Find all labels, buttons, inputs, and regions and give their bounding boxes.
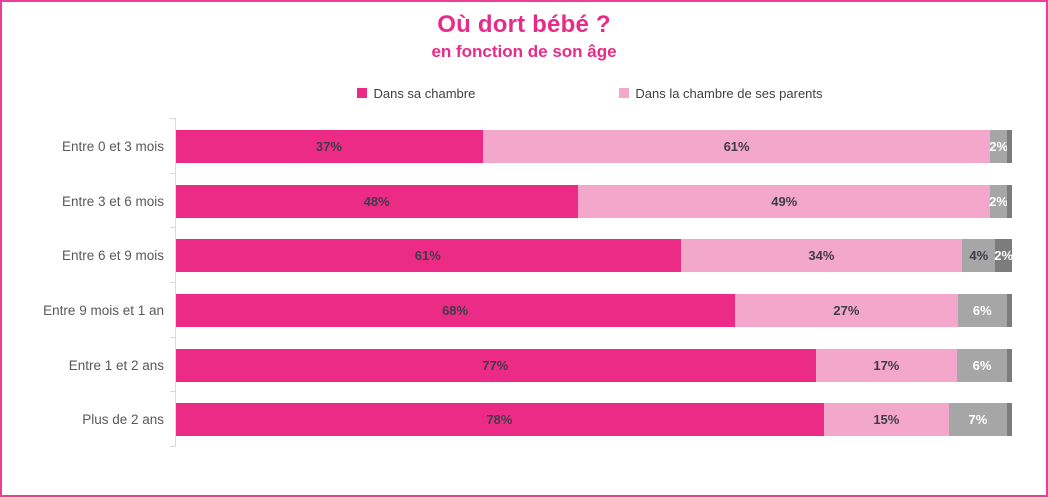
chart-row: Entre 9 mois et 1 an 68% 27% 6%	[2, 283, 1012, 338]
chart-title: Où dort bébé ?	[437, 11, 611, 38]
plot-area: Entre 0 et 3 mois 37% 61% 2% Entre 3 et 6 mo…	[2, 118, 1014, 447]
category-label: Plus de 2 ans	[82, 412, 164, 428]
chart-row: Entre 3 et 6 mois 48% 49% 2%	[2, 174, 1012, 229]
bar-segment: 2%	[994, 239, 1014, 273]
bar-segment: 68%	[175, 293, 736, 327]
bar-segment: 27%	[735, 293, 958, 327]
axis-tick	[170, 282, 175, 283]
legend-label: Dans sa chambre	[373, 85, 476, 101]
bar-track: 68% 27% 6%	[175, 293, 1012, 327]
bar-track: 48% 49% 2%	[175, 184, 1012, 218]
chart-row: Plus de 2 ans 78% 15% 7%	[2, 392, 1012, 447]
y-axis-line	[175, 118, 176, 447]
chart-subtitle: en fonction de son âge	[431, 42, 617, 61]
category-label: Entre 9 mois et 1 an	[43, 302, 164, 318]
bar-segment: 48%	[175, 184, 579, 218]
bar-segment-label: 34%	[808, 248, 835, 264]
axis-tick	[170, 118, 175, 119]
axis-tick	[170, 446, 175, 447]
bar-segment: 37%	[175, 129, 483, 163]
bar-track: 61% 34% 4% 2%	[175, 239, 1014, 273]
bar-track: 77% 17% 6%	[175, 348, 1012, 382]
bar-segment: 77%	[175, 348, 816, 382]
bar-segment-label: 37%	[315, 138, 342, 154]
bar-segment-label: 6%	[972, 357, 992, 373]
bar-segment: 7%	[948, 403, 1007, 437]
bar-segment-label: 27%	[833, 302, 860, 318]
legend: Dans sa chambre Dans la chambre de ses pa…	[68, 84, 1046, 102]
bar-track: 37% 61% 2%	[175, 129, 1012, 163]
axis-tick	[170, 227, 175, 229]
bar-segment-label: 61%	[723, 138, 750, 154]
bar-segment-label: 7%	[968, 412, 988, 428]
bar-segment-label: 2%	[989, 138, 1009, 154]
bar-segment-label: 6%	[972, 302, 992, 318]
bar-segment	[1006, 403, 1012, 437]
legend-item: Dans la chambre de ses parents	[619, 85, 823, 101]
bar-segment-label: 61%	[414, 248, 441, 264]
axis-tick	[170, 336, 175, 338]
bar-segment: 6%	[957, 293, 1008, 327]
legend-swatch-icon	[619, 88, 630, 98]
bar-segment	[1006, 184, 1012, 218]
bar-segment: 61%	[482, 129, 991, 163]
bar-segment: 49%	[578, 184, 991, 218]
bar-segment: 6%	[957, 348, 1007, 382]
bar-segment-label: 49%	[771, 193, 798, 209]
bar-segment	[1006, 129, 1012, 163]
bar-segment: 15%	[823, 403, 949, 437]
bar-segment	[1007, 293, 1012, 327]
bar-rows: Entre 0 et 3 mois 37% 61% 2% Entre 3 et 6 mo…	[2, 119, 1014, 447]
axis-tick	[170, 172, 175, 174]
bar-segment-label: 78%	[486, 412, 513, 428]
bar-segment-label: 2%	[994, 248, 1014, 264]
bar-segment-label: 2%	[989, 193, 1008, 209]
bar-segment: 34%	[680, 239, 963, 273]
category-label: Entre 6 et 9 mois	[61, 248, 164, 264]
bar-segment-label: 15%	[873, 412, 900, 428]
bar-segment: 4%	[962, 239, 996, 273]
bar-segment-label: 4%	[969, 248, 989, 264]
category-label: Entre 0 et 3 mois	[61, 138, 164, 154]
bar-track: 78% 15% 7%	[175, 403, 1012, 437]
legend-label: Dans la chambre de ses parents	[635, 85, 823, 101]
chart-row: Entre 0 et 3 mois 37% 61% 2%	[2, 119, 1012, 174]
legend-item: Dans sa chambre	[357, 86, 475, 101]
bar-segment-label: 77%	[482, 357, 509, 373]
bar-segment: 2%	[989, 129, 1009, 163]
bar-segment: 2%	[989, 184, 1008, 218]
legend-swatch-icon	[357, 88, 368, 98]
bar-segment	[1006, 348, 1012, 382]
chart-row: Entre 6 et 9 mois 61% 34% 4% 2%	[2, 228, 1014, 283]
category-label: Entre 3 et 6 mois	[61, 193, 164, 209]
bar-segment-label: 68%	[442, 302, 469, 318]
bar-segment: 78%	[175, 403, 824, 437]
bar-segment: 61%	[175, 239, 681, 273]
chart-row: Entre 1 et 2 ans 77% 17% 6%	[2, 338, 1012, 393]
bar-segment: 17%	[815, 348, 958, 382]
bar-segment-label: 17%	[873, 357, 900, 373]
axis-tick	[170, 391, 175, 393]
bar-segment-label: 48%	[363, 193, 390, 209]
category-label: Entre 1 et 2 ans	[68, 357, 164, 373]
